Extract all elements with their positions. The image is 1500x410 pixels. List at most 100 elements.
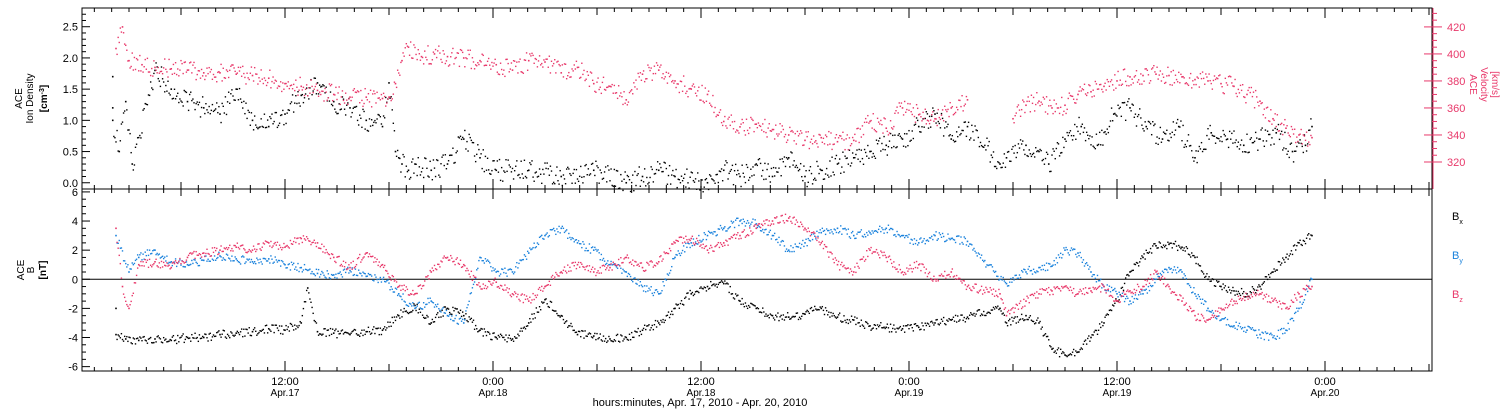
by-point xyxy=(934,234,936,237)
density-fill-point xyxy=(1092,145,1094,147)
velocity-fill-point xyxy=(1245,102,1247,104)
density-fill-point xyxy=(486,157,489,160)
by-fill-point xyxy=(876,231,879,234)
bx-fill-point xyxy=(278,325,281,327)
density-fill-point xyxy=(833,174,835,176)
by-fill-point xyxy=(892,228,894,231)
by-fill-point xyxy=(569,236,571,239)
bx-point xyxy=(186,336,189,339)
velocity-point xyxy=(609,85,611,88)
density-fill-point xyxy=(1247,151,1249,154)
by-fill-point xyxy=(1098,279,1101,282)
bx-fill-point xyxy=(547,305,549,308)
velocity-point xyxy=(576,66,579,69)
legend-bz: Bz xyxy=(1452,289,1463,304)
bz-fill-point xyxy=(417,285,419,288)
bz-fill-point xyxy=(419,284,422,286)
velocity-fill-point xyxy=(895,110,897,112)
velocity-fill-point xyxy=(138,70,140,72)
bx-fill-point xyxy=(738,299,740,302)
bx-fill-point xyxy=(481,328,483,330)
by-fill-point xyxy=(719,224,722,227)
density-fill-point xyxy=(719,170,722,173)
density-fill-point xyxy=(1078,116,1080,119)
by-fill-point xyxy=(612,263,614,266)
bx-point xyxy=(1181,246,1183,249)
by-fill-point xyxy=(854,237,856,240)
density-fill-point xyxy=(807,181,809,184)
density-fill-point xyxy=(295,95,297,97)
by-fill-point xyxy=(249,261,252,263)
velocity-fill-point xyxy=(1063,110,1065,113)
bx-fill-point xyxy=(624,336,626,338)
bx-fill-point xyxy=(833,314,835,317)
velocity-fill-point xyxy=(699,99,701,101)
velocity-fill-point xyxy=(559,65,561,67)
velocity-fill-point xyxy=(1078,90,1080,92)
bx-fill-point xyxy=(1122,289,1125,292)
by-fill-point xyxy=(830,229,832,231)
bx-fill-point xyxy=(370,332,373,334)
density-fill-point xyxy=(961,129,963,132)
bx-fill-point xyxy=(877,325,880,328)
density-fill-point xyxy=(985,149,987,151)
by-fill-point xyxy=(1274,337,1276,340)
bx-fill-point xyxy=(894,328,896,330)
bx-point xyxy=(527,322,530,324)
bz-point xyxy=(1064,285,1066,288)
by-fill-point xyxy=(1127,297,1129,300)
density-fill-point xyxy=(569,172,571,175)
velocity-fill-point xyxy=(421,56,424,59)
by-fill-point xyxy=(728,226,730,229)
bz-fill-point xyxy=(567,264,569,266)
velocity-fill-point xyxy=(1152,67,1154,69)
by-fill-point xyxy=(117,242,119,244)
velocity-fill-point xyxy=(1133,76,1136,78)
by-fill-point xyxy=(224,259,227,261)
density-fill-point xyxy=(653,173,656,175)
by-fill-point xyxy=(504,267,506,269)
bx-point xyxy=(592,335,595,337)
velocity-fill-point xyxy=(561,64,564,66)
bx-fill-point xyxy=(1124,277,1127,279)
bx-fill-point xyxy=(855,323,857,326)
by-fill-point xyxy=(546,232,548,234)
by-fill-point xyxy=(412,302,414,304)
bx-fill-point xyxy=(957,315,959,317)
velocity-fill-point xyxy=(240,75,243,77)
by-fill-point xyxy=(721,229,724,231)
bz-fill-point xyxy=(321,243,323,245)
bx-fill-point xyxy=(676,304,678,306)
bx-fill-point xyxy=(1104,316,1106,318)
density-fill-point xyxy=(575,168,578,171)
bz-point xyxy=(674,242,676,244)
bx-fill-point xyxy=(1093,331,1095,333)
velocity-point xyxy=(1038,100,1040,103)
by-point xyxy=(1272,336,1274,339)
density-point xyxy=(1047,163,1050,165)
density-fill-point xyxy=(217,111,219,114)
by-fill-point xyxy=(691,244,694,247)
by-fill-point xyxy=(984,259,986,262)
density-fill-point xyxy=(468,133,470,136)
bz-fill-point xyxy=(214,249,217,252)
by-fill-point xyxy=(997,275,999,278)
bx-point xyxy=(1064,354,1066,356)
bx-fill-point xyxy=(555,310,557,312)
density-fill-point xyxy=(882,148,884,151)
by-fill-point xyxy=(169,261,171,264)
by-fill-point xyxy=(672,257,674,260)
density-point xyxy=(1259,138,1261,140)
by-fill-point xyxy=(883,232,885,234)
density-fill-point xyxy=(1018,147,1021,149)
by-fill-point xyxy=(388,282,390,284)
density-fill-point xyxy=(1202,148,1205,151)
bx-fill-point xyxy=(729,285,731,288)
density-fill-point xyxy=(1252,141,1255,144)
by-fill-point xyxy=(288,263,291,265)
bx-fill-point xyxy=(497,334,500,337)
density-fill-point xyxy=(583,175,585,178)
velocity-fill-point xyxy=(1180,73,1182,76)
velocity-fill-point xyxy=(122,32,125,34)
by-fill-point xyxy=(1119,294,1121,296)
